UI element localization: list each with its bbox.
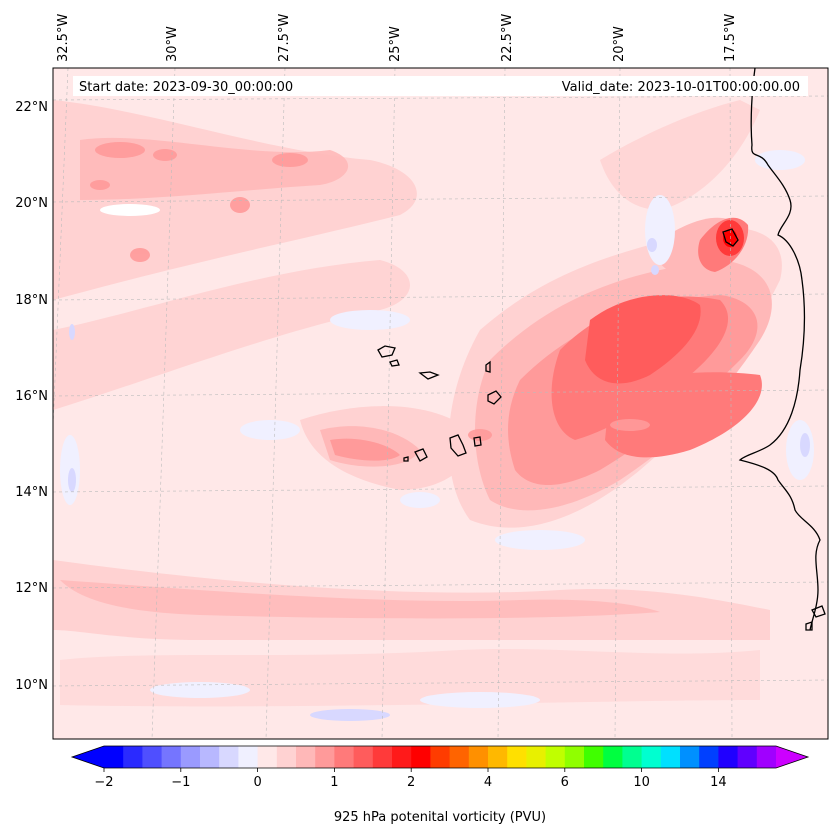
lon-label: 32.5°W [56, 14, 71, 62]
colorbar-tick-label: 4 [484, 775, 492, 790]
colorbar-cell [737, 746, 758, 768]
colorbar-cell [468, 746, 489, 768]
pv-field-patches [90, 142, 650, 441]
colorbar-ticks: −2 −1 0 1 2 4 6 10 14 [94, 768, 727, 790]
colorbar-cell [238, 746, 259, 768]
colorbar-cell [123, 746, 143, 768]
colorbar: −2 −1 0 1 2 4 6 10 14 925 hPa potenital vorticit… [70, 745, 810, 825]
cape-verde-island [722, 228, 739, 247]
lat-label: 22°N [15, 100, 48, 115]
colorbar-cell [680, 746, 700, 768]
colorbar-cell [660, 746, 681, 768]
colorbar-cell [603, 746, 623, 768]
map-frame [52, 67, 829, 740]
cape-verde-island [811, 605, 826, 618]
lon-label: 22.5°W [500, 14, 515, 62]
colorbar-cell [622, 746, 643, 768]
lon-label: 20°W [612, 26, 627, 62]
cape-verde-island [485, 360, 491, 373]
colorbar-cell [564, 746, 585, 768]
colorbar-cell [545, 746, 566, 768]
colorbar-cell [372, 746, 393, 768]
colorbar-cell [353, 746, 374, 768]
date-banner [73, 76, 808, 96]
lat-label: 18°N [15, 293, 48, 308]
colorbar-cell [641, 746, 662, 768]
colorbar-tick-label: 10 [633, 775, 650, 790]
colorbar-cell [430, 746, 451, 768]
colorbar-tick-label: 1 [330, 775, 338, 790]
colorbar-tick-label: −1 [171, 775, 190, 790]
cape-verde-island [487, 390, 502, 405]
cape-verde-island [805, 621, 813, 631]
lon-label: 30°W [165, 26, 180, 62]
colorbar-tick-label: −2 [94, 775, 113, 790]
lat-label: 20°N [15, 196, 48, 211]
cape-verde-island [389, 359, 400, 367]
colorbar-cell [276, 746, 297, 768]
colorbar-cell [180, 746, 201, 768]
colorbar-cell [584, 746, 604, 768]
colorbar-cell [392, 746, 412, 768]
start-date-label: Start date: 2023-09-30_00:00:00 [79, 80, 293, 95]
colorbar-cell [699, 746, 719, 768]
lon-label: 27.5°W [277, 14, 292, 62]
africa-coastline [738, 68, 821, 631]
lon-label: 17.5°W [723, 14, 738, 62]
map-gridlines [53, 68, 828, 739]
cape-verde-island [403, 456, 409, 462]
colorbar-label: 925 hPa potenital vorticity (PVU) [334, 810, 546, 825]
colorbar-under-arrow [72, 746, 104, 768]
colorbar-cell [200, 746, 220, 768]
colorbar-cell [296, 746, 316, 768]
colorbar-tick-label: 2 [407, 775, 415, 790]
colorbar-cells [104, 746, 777, 768]
colorbar-cell [526, 746, 547, 768]
cape-verde-island [473, 436, 482, 447]
colorbar-cell [161, 746, 182, 768]
pv-field-high [330, 217, 762, 485]
lat-label: 12°N [15, 581, 48, 596]
colorbar-cell [507, 746, 527, 768]
cape-verde-island [414, 448, 428, 462]
colorbar-tick-label: 14 [710, 775, 727, 790]
lat-label: 10°N [15, 678, 48, 693]
valid-date-label: Valid_date: 2023-10-01T00:00:00.00 [562, 80, 800, 95]
colorbar-cell [219, 746, 239, 768]
cape-verde-island [418, 371, 440, 380]
colorbar-cell [411, 746, 431, 768]
colorbar-cell [104, 746, 124, 768]
colorbar-cell [756, 746, 777, 768]
pv-field-negative-strong [68, 238, 810, 721]
cape-verde-island [449, 434, 467, 457]
colorbar-cell [449, 746, 470, 768]
longitude-labels: 32.5°W 30°W 27.5°W 25°W 22.5°W 20°W 17.5… [56, 14, 738, 62]
colorbar-cell [315, 746, 335, 768]
lon-label: 25°W [388, 26, 403, 62]
colorbar-cell [488, 746, 508, 768]
colorbar-tick-label: 6 [561, 775, 569, 790]
lat-label: 14°N [15, 485, 48, 500]
colorbar-cell [257, 746, 278, 768]
colorbar-cell [718, 746, 739, 768]
colorbar-cell [142, 746, 163, 768]
coastlines [377, 68, 826, 631]
colorbar-cell [334, 746, 355, 768]
latitude-labels: 22°N 20°N 18°N 16°N 14°N 12°N 10°N [15, 100, 48, 693]
map-plot-area: Start date: 2023-09-30_00:00:00 Valid_da… [53, 68, 828, 739]
colorbar-over-arrow [776, 746, 808, 768]
lat-label: 16°N [15, 389, 48, 404]
colorbar-tick-label: 0 [253, 775, 261, 790]
cape-verde-island [377, 345, 396, 358]
